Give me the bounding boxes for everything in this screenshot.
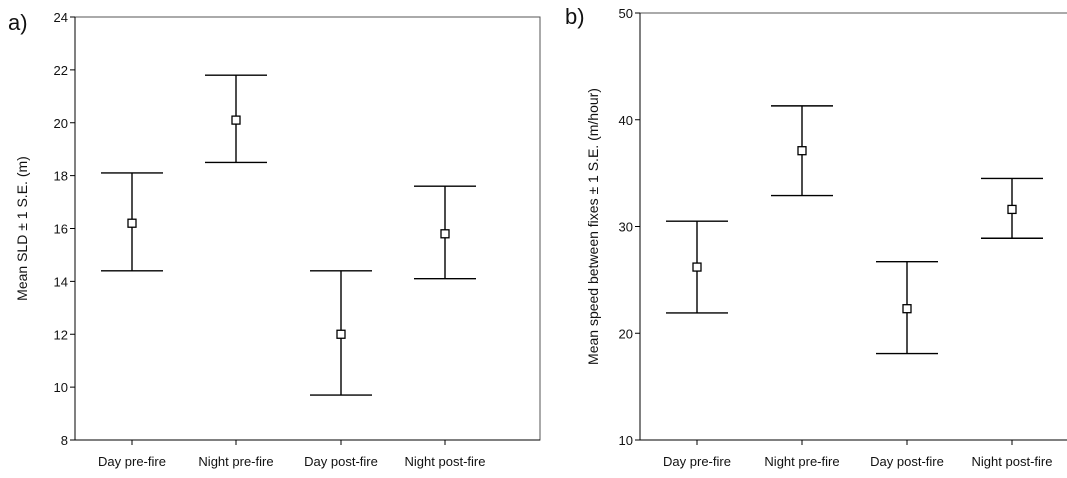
y-axis-label: Mean SLD ± 1 S.E. (m) (14, 156, 30, 301)
x-tick-label: Day post-fire (870, 454, 944, 469)
mean-marker (127, 218, 137, 228)
y-tick-label: 12 (54, 327, 68, 342)
y-tick-label: 20 (54, 116, 68, 131)
mean-marker (231, 115, 241, 125)
chart-panel-b: 10 20 30 40 50 Day pre-fire Night pre-fire Day … (565, 4, 1067, 469)
chart-panel-a: 8 10 12 14 16 18 20 22 24 Day pre-fire Night pre-f… (8, 10, 541, 469)
x-tick-label: Day pre-fire (663, 454, 731, 469)
y-tick-label: 22 (54, 63, 68, 78)
x-tick-label: Night post-fire (972, 454, 1053, 469)
x-tick-label: Night pre-fire (198, 454, 273, 469)
y-tick-label: 10 (54, 380, 68, 395)
panel-label: b) (565, 4, 585, 29)
x-tick-label: Night post-fire (405, 454, 486, 469)
x-tick-label: Day post-fire (304, 454, 378, 469)
y-tick-label: 50 (619, 6, 633, 21)
plot-frame (74, 16, 541, 441)
y-tick-label: 10 (619, 433, 633, 448)
y-tick-label: 24 (54, 10, 68, 25)
x-tick-label: Day pre-fire (98, 454, 166, 469)
mean-marker (336, 329, 346, 339)
y-tick-label: 20 (619, 326, 633, 341)
y-tick-label: 40 (619, 113, 633, 128)
y-axis-label: Mean speed between fixes ± 1 S.E. (m/hou… (585, 88, 601, 365)
mean-marker (797, 146, 807, 156)
panel-label: a) (8, 10, 28, 35)
y-tick-label: 18 (54, 169, 68, 184)
mean-marker (440, 229, 450, 239)
y-tick-label: 16 (54, 222, 68, 237)
mean-marker (692, 262, 702, 272)
y-tick-label: 30 (619, 220, 633, 235)
y-tick-label: 14 (54, 274, 68, 289)
mean-marker (1007, 204, 1017, 215)
y-tick-label: 8 (61, 433, 68, 448)
x-tick-label: Night pre-fire (764, 454, 839, 469)
mean-marker (902, 304, 912, 314)
